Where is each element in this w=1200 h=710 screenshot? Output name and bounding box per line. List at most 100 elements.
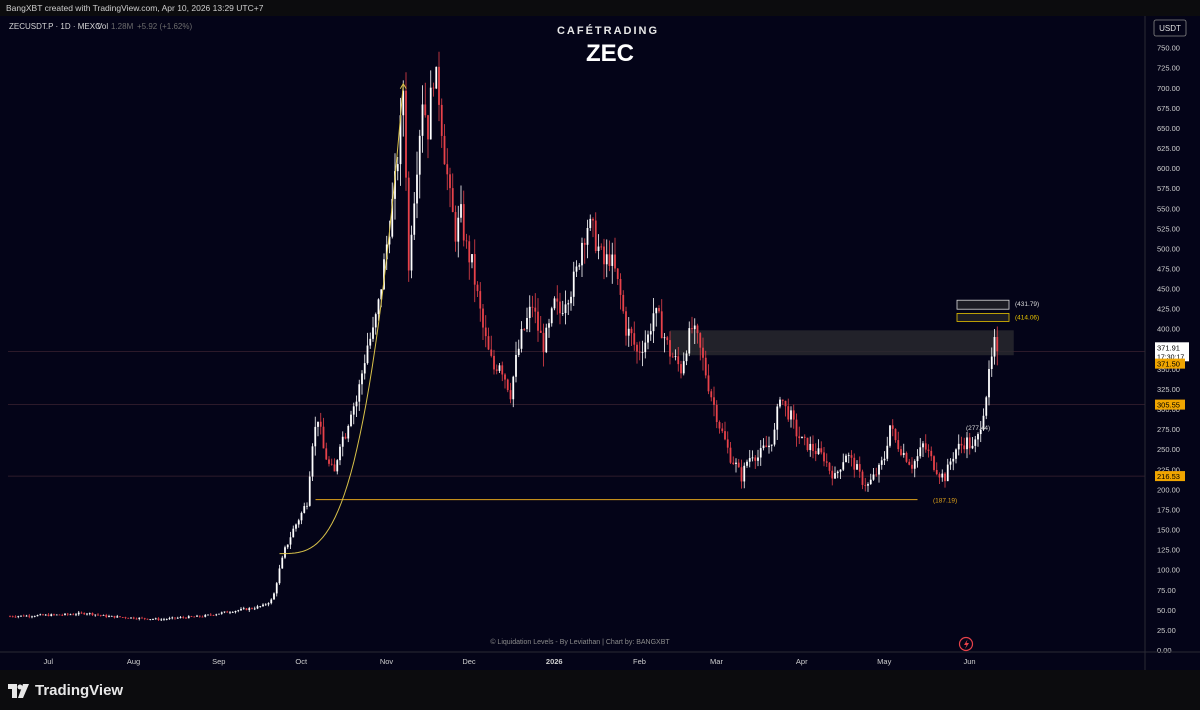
candle-body (31, 616, 33, 618)
price-level-tag (1155, 399, 1185, 410)
candle-body (394, 171, 396, 199)
candle-body (979, 429, 982, 435)
last-price-tag (1155, 342, 1189, 362)
currency-button-label[interactable]: USDT (1159, 24, 1181, 33)
candle-body (462, 204, 465, 241)
candle-body (798, 436, 801, 439)
candle-body (322, 426, 325, 449)
footer-bar: TradingView (0, 670, 1200, 710)
y-tick-label: 0.00 (1157, 646, 1172, 655)
candle-body (517, 348, 520, 355)
candle-body (135, 618, 138, 620)
candle-body (814, 451, 817, 455)
candle-body (726, 439, 729, 448)
time-axis[interactable]: Jul Aug Sep Oct Nov Dec 2026 Feb Mar Apr May Jun (0, 651, 1200, 666)
candle-body (732, 462, 735, 464)
candle-body (245, 608, 248, 611)
candle-body (105, 614, 108, 617)
chart-area[interactable]: (431.79) (414.06) (277.44) (187.19) 0.00 25.… (0, 16, 1200, 670)
price-axis[interactable]: 0.00 25.00 50.00 75.00 100.00 125.00 150.00 175… (1144, 16, 1189, 670)
candle-body (886, 445, 889, 459)
level-label: (277.44) (966, 425, 990, 432)
candle-body (152, 619, 154, 620)
candle-body (124, 617, 127, 619)
candle-body (303, 506, 306, 513)
candle-body (58, 614, 61, 616)
lightning-icon[interactable] (958, 636, 974, 652)
candle-body (666, 337, 669, 341)
candle-body (685, 353, 688, 362)
level-label: (431.79) (1015, 301, 1039, 308)
tradingview-logo[interactable]: TradingView (8, 682, 123, 699)
candle-body (938, 474, 941, 478)
candle-body (572, 271, 575, 297)
candle-body (130, 617, 132, 619)
curve-arrowhead (399, 82, 407, 90)
candle-body (435, 66, 438, 89)
candle-body (413, 203, 416, 235)
candle-body (768, 445, 770, 448)
candle-body (242, 608, 245, 610)
candle-body (770, 444, 773, 446)
candle-body (204, 614, 207, 617)
symbol-info-text[interactable]: ZECUSDT.P · 1D · MEXC (9, 22, 101, 31)
level-box-yellow (956, 313, 1010, 322)
candle-body (297, 520, 300, 525)
candle-body (897, 440, 900, 450)
candle-body (834, 473, 836, 479)
candle-body (889, 425, 891, 446)
candle-body (212, 614, 215, 616)
candle-body (396, 164, 399, 172)
candle-body (132, 617, 135, 619)
candle-body (39, 614, 42, 616)
candle-body (974, 439, 977, 446)
price-chart[interactable]: (431.79) (414.06) (277.44) (187.19) 0.00 25.… (0, 16, 1200, 670)
candle-body (300, 512, 303, 521)
candle-body (548, 323, 550, 328)
candle-body (97, 614, 99, 616)
candle-body (603, 246, 605, 265)
candle-body (779, 399, 781, 407)
candle-body (861, 471, 864, 485)
level-labels: (431.79) (414.06) (277.44) (187.19) (933, 299, 1039, 505)
candle-body (476, 284, 479, 292)
y-tick-label: 125.00 (1157, 546, 1180, 555)
candle-body (996, 337, 999, 352)
candle-body (878, 464, 880, 475)
candle-body (597, 246, 600, 251)
candle-body (498, 365, 501, 371)
candle-body (487, 336, 490, 350)
candle-body (449, 174, 451, 189)
candle-body (801, 436, 803, 439)
candle-body (383, 259, 385, 290)
candle-body (809, 443, 812, 451)
candle-body (922, 443, 924, 448)
candle-body (330, 463, 333, 465)
candle-body (306, 505, 308, 507)
x-tick-label: 2026 (546, 657, 563, 666)
candle-body (146, 618, 149, 620)
candle-body (534, 307, 537, 312)
currency-button[interactable] (1153, 19, 1187, 37)
candle-body (864, 484, 867, 486)
parabolic-curve (279, 83, 404, 555)
candle-body (374, 314, 377, 328)
candle-body (927, 449, 930, 451)
candle-body (380, 289, 383, 300)
candle-body (891, 425, 894, 429)
candle-body (366, 345, 369, 364)
y-tick-label: 50.00 (1157, 606, 1176, 615)
candle-body (867, 484, 869, 486)
candle-body (990, 356, 993, 369)
candle-body (955, 449, 957, 459)
x-tick-label: Nov (380, 657, 394, 666)
candle-body (658, 308, 660, 312)
candle-body (792, 410, 795, 420)
candle-body (141, 617, 143, 619)
candle-body (190, 616, 193, 617)
candle-body (578, 265, 581, 267)
candle-body (438, 66, 440, 105)
candle-body (319, 421, 322, 427)
candle-body (347, 425, 350, 439)
credit-text: © Liquidation Levels - By Leviathan | Ch… (490, 638, 670, 646)
